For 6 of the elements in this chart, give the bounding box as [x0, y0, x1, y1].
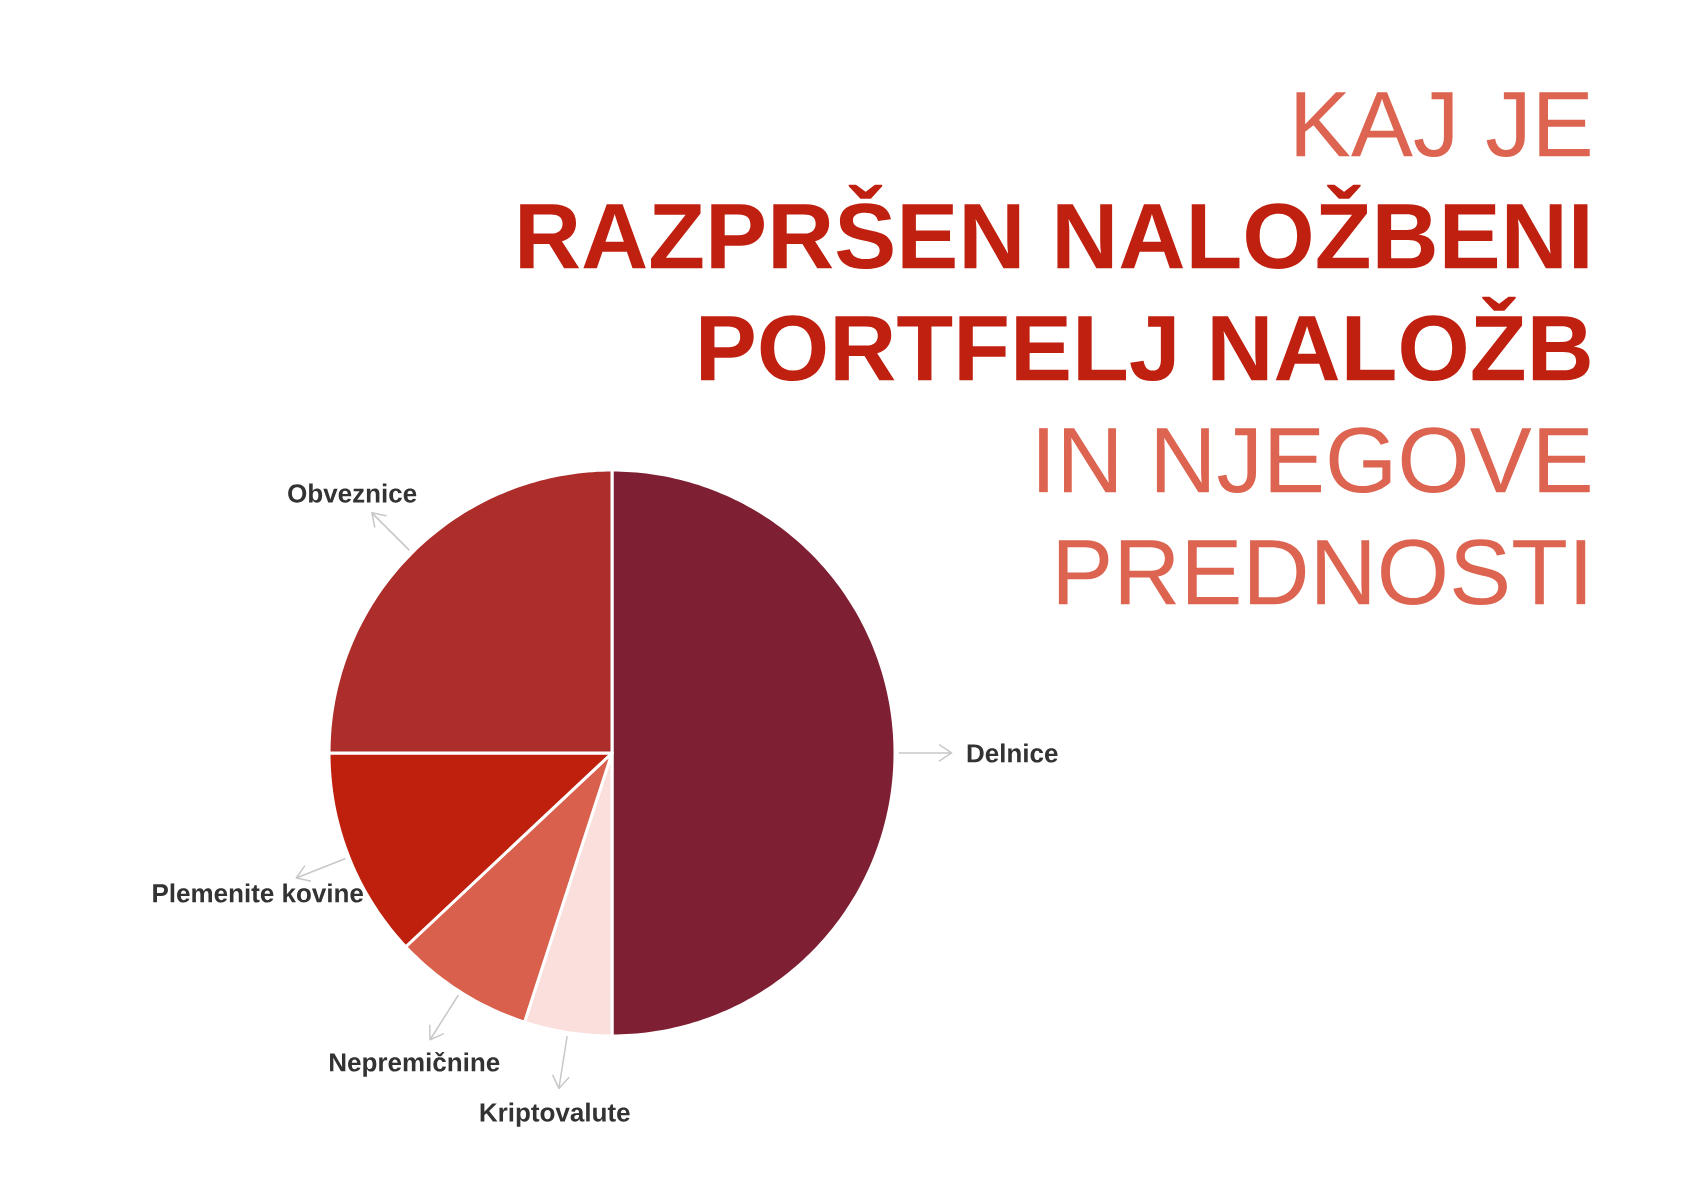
chart-title: KAJ JE RAZPRŠEN NALOŽBENI PORTFELJ NALOŽB IN NJEGOVE PREDNOSTI: [520, 92, 1590, 606]
slice-label: Kriptovalute: [480, 1102, 630, 1127]
slice-label: Plemenite kovine: [153, 883, 363, 903]
slice-label: Nepremičnine: [330, 1051, 500, 1077]
slice-label: Obveznice: [288, 483, 417, 503]
slice-label: Delnice: [967, 743, 1058, 763]
